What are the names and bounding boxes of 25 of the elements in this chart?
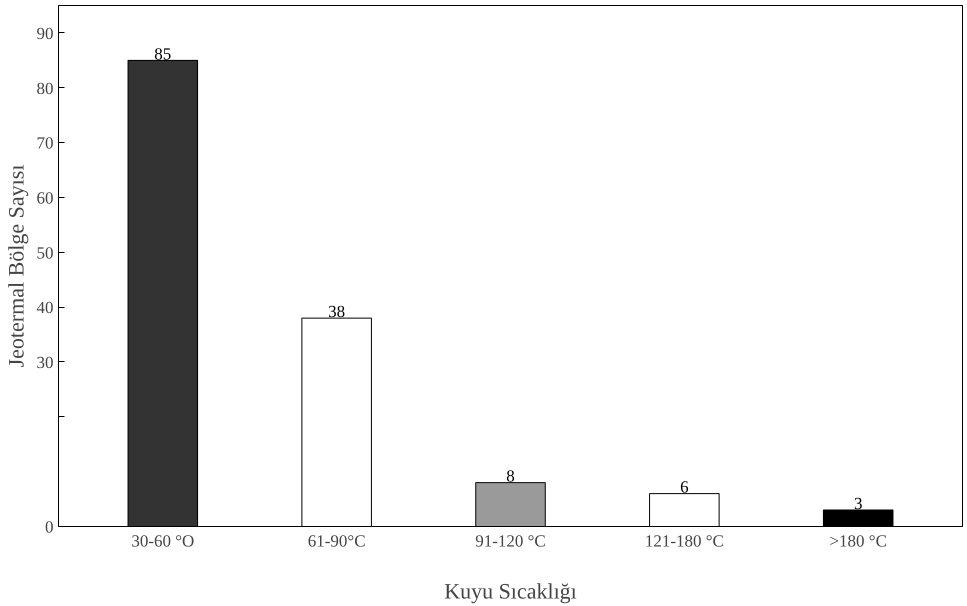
x-tick-label: 30-60 °O	[131, 532, 194, 550]
x-tick-label: 61-90°C	[308, 532, 366, 550]
x-axis-title: Kuyu Sıcaklığı	[444, 578, 577, 604]
bar	[301, 318, 372, 526]
data-label: 6	[680, 478, 689, 497]
data-label: 85	[154, 44, 172, 64]
y-tick-label: 30	[36, 352, 54, 372]
y-tick-label: 90	[36, 24, 54, 43]
y-tick-label: 60	[36, 188, 54, 208]
x-tick-label: 121-180 °C	[644, 532, 724, 550]
bar	[475, 482, 546, 526]
y-tick-label: 80	[36, 78, 54, 98]
x-tick-label: 91-120 °C	[475, 532, 546, 550]
data-label: 38	[328, 302, 346, 322]
y-tick-label: 40	[36, 298, 54, 318]
bar	[822, 510, 894, 526]
x-tick-label: >180 °C	[829, 532, 887, 550]
y-tick-label: 0	[45, 518, 54, 536]
y-tick-label: 70	[36, 134, 54, 153]
bar	[649, 493, 720, 526]
data-label: 3	[854, 494, 862, 514]
y-tick-label: 50	[36, 243, 54, 262]
bar	[128, 60, 198, 526]
data-label: 8	[506, 466, 515, 486]
y-axis-title: Jeotermal Bölge Sayısı	[4, 164, 28, 368]
